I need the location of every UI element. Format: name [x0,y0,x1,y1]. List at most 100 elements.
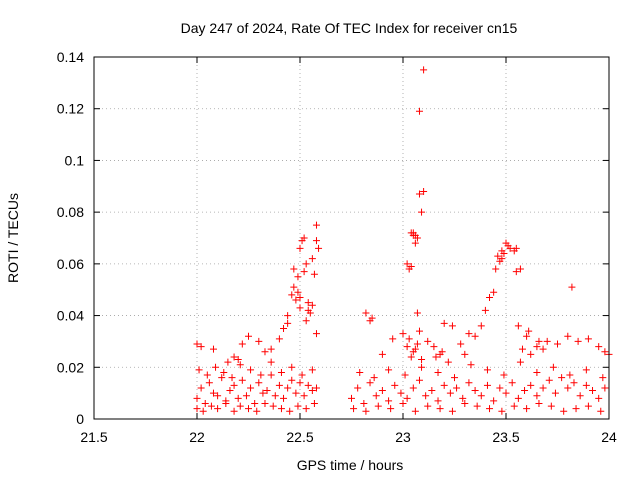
data-point [296,304,304,312]
data-point [263,387,271,395]
data-point [312,237,320,245]
x-axis-label: GPS time / hours [297,457,404,473]
data-point [496,384,504,392]
data-point [220,368,228,376]
data-point [193,340,201,348]
data-point [549,363,557,371]
data-point [514,394,522,402]
data-point [288,291,296,299]
data-point [236,361,244,369]
data-point [378,350,386,358]
data-point [294,288,302,296]
data-point [199,407,207,415]
data-point [286,407,294,415]
data-point [302,405,310,413]
data-point [197,384,205,392]
data-point [415,327,423,335]
data-point [259,389,267,397]
data-point [413,340,421,348]
data-point [300,392,308,400]
data-point [527,350,535,358]
data-point [424,402,432,410]
data-point [574,337,582,345]
data-point [288,376,296,384]
data-point [247,384,255,392]
data-point [354,384,362,392]
data-point [422,392,430,400]
data-point [310,399,318,407]
data-point [512,244,520,252]
data-point [518,345,526,353]
data-point [255,337,263,345]
data-point [444,358,452,366]
data-point [490,397,498,405]
data-point [451,374,458,382]
data-point [582,381,590,389]
data-point [415,107,423,115]
data-point [267,358,275,366]
data-point [436,405,444,413]
data-point [228,374,236,382]
data-point [438,348,446,356]
data-point [348,394,355,402]
data-point [308,301,316,309]
data-point [411,239,419,247]
data-point [302,317,310,325]
data-point [465,379,473,387]
data-point [448,322,456,330]
plot-frame [93,56,610,420]
grid-lines [94,57,609,419]
data-point [374,402,382,410]
data-point [457,340,465,348]
data-point [461,399,469,407]
data-point [434,397,442,405]
x-tick-label: 24 [601,429,617,445]
data-point [411,407,419,415]
data-point [308,255,316,263]
data-point [560,407,568,415]
data-point [525,327,533,335]
data-point [304,381,312,389]
data-point [230,407,238,415]
data-point [568,283,576,291]
y-tick-label: 0.08 [57,204,84,220]
data-point [275,381,283,389]
data-point [403,394,411,402]
chart-title: Day 247 of 2024, Rate Of TEC Index for r… [181,20,518,36]
data-point [234,394,242,402]
data-point [193,394,201,402]
data-point [399,399,407,407]
data-point [207,402,215,410]
data-point [407,353,415,361]
data-point [257,371,265,379]
data-point [551,389,559,397]
data-point [269,402,277,410]
data-point [564,332,572,340]
data-point [230,381,238,389]
data-point [498,255,506,263]
data-point [554,340,561,348]
data-point [440,319,448,327]
data-point [312,384,320,392]
x-tick-label: 22 [189,429,205,445]
data-point [418,363,426,371]
data-point [477,392,485,400]
data-point [366,379,374,387]
data-point [302,260,310,268]
data-point [477,322,485,330]
data-point [366,317,374,325]
y-tick-label: 0.02 [57,359,84,375]
data-point [584,402,592,410]
data-point [362,407,370,415]
data-point [300,234,308,242]
data-point [312,221,320,229]
data-point [490,288,498,296]
data-point [203,371,211,379]
data-point [471,332,479,340]
data-point [418,356,426,364]
data-point [290,283,298,291]
data-point [535,399,543,407]
data-point [601,348,609,356]
data-point [516,358,524,366]
